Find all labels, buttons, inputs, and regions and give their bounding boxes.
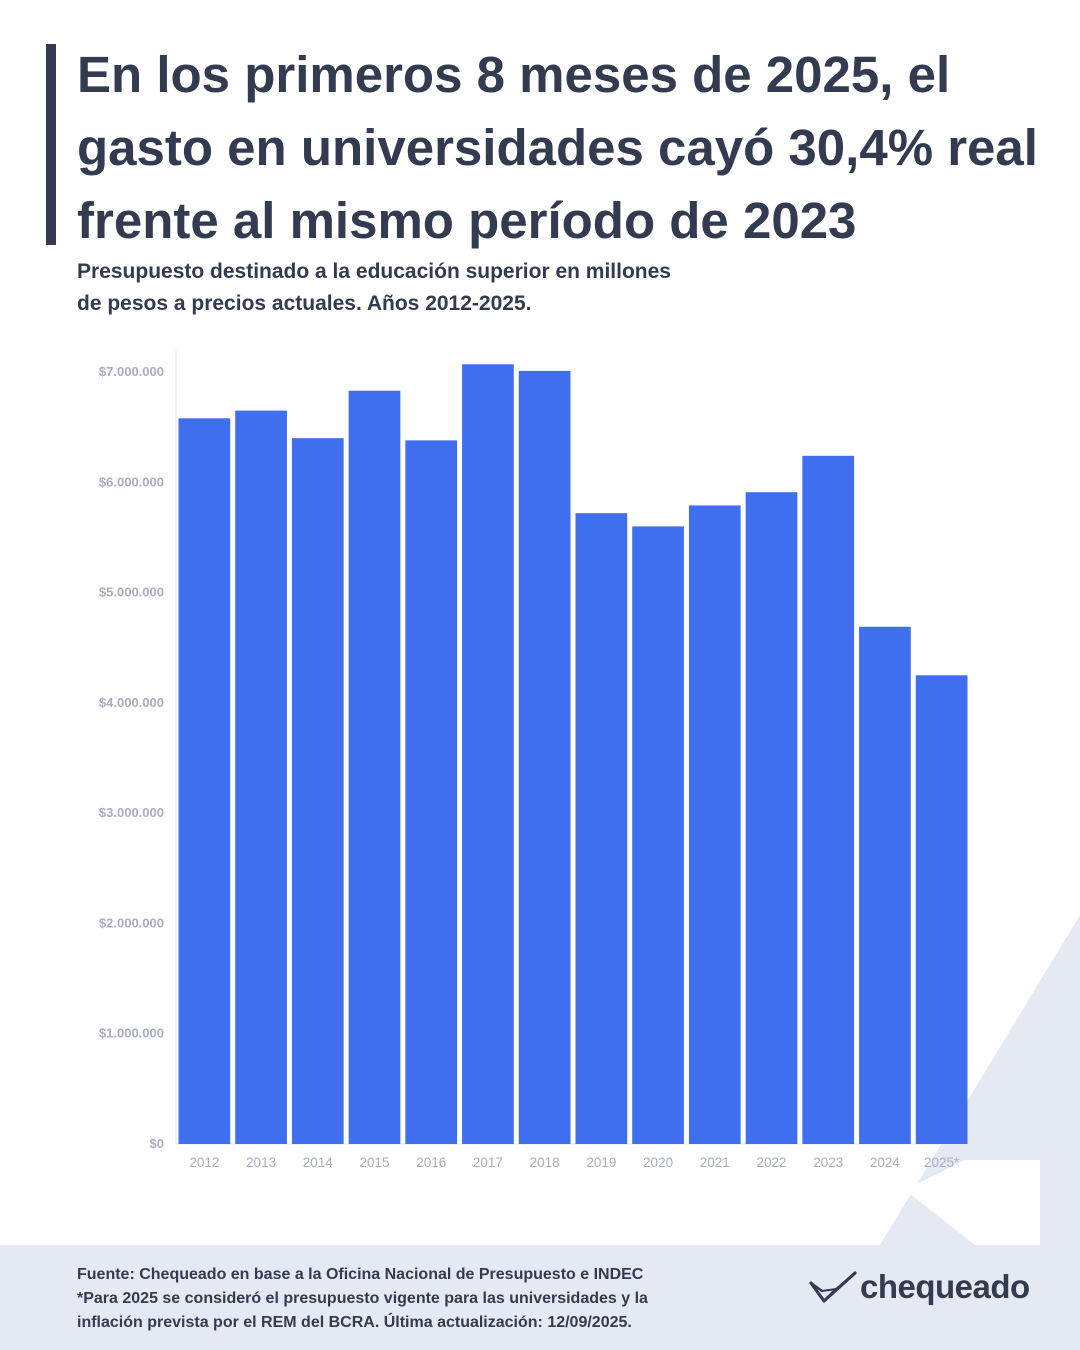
page-title: En los primeros 8 meses de 2025, el gast… (77, 46, 1038, 249)
y-tick-label: $1.000.000 (99, 1026, 164, 1041)
bar (745, 492, 798, 1144)
y-tick-label: $4.000.000 (99, 695, 164, 710)
x-tick-label: 2012 (189, 1155, 219, 1170)
bar (462, 364, 514, 1144)
x-tick-label: 2021 (700, 1155, 730, 1170)
bar (575, 513, 628, 1144)
x-tick-label: 2013 (246, 1155, 276, 1170)
source-note: Fuente: Chequeado en base a la Oficina N… (77, 1263, 767, 1335)
source-line-3: inflación prevista por el REM del BCRA. … (77, 1314, 632, 1331)
y-tick-label: $0 (150, 1136, 164, 1151)
bar (405, 440, 458, 1144)
logo-text: chequeado (860, 1268, 1030, 1305)
x-tick-label: 2019 (586, 1155, 616, 1170)
y-tick-label: $5.000.000 (99, 585, 164, 600)
x-tick-label: 2014 (303, 1155, 334, 1170)
y-tick-label: $3.000.000 (99, 805, 164, 820)
subtitle-line-1: Presupuesto destinado a la educación sup… (77, 260, 671, 283)
bar (291, 438, 344, 1145)
y-tick-label: $7.000.000 (99, 364, 164, 379)
x-tick-label: 2025* (924, 1155, 960, 1170)
bar (915, 675, 968, 1144)
x-tick-label: 2024 (870, 1155, 901, 1170)
bar (348, 390, 401, 1145)
x-tick-label: 2016 (416, 1155, 446, 1170)
x-tick-label: 2023 (813, 1155, 843, 1170)
title-accent-bar (46, 44, 56, 245)
x-tick-label: 2020 (643, 1155, 673, 1170)
y-tick-label: $2.000.000 (99, 915, 164, 930)
bar (178, 418, 231, 1144)
chart-subtitle: Presupuesto destinado a la educación sup… (77, 256, 737, 320)
x-tick-label: 2018 (530, 1155, 560, 1170)
x-tick-label: 2015 (359, 1155, 389, 1170)
bar (632, 526, 684, 1144)
subtitle-line-2: de pesos a precios actuales. Años 2012-2… (77, 292, 532, 315)
x-tick-label: 2017 (473, 1155, 503, 1170)
bar (802, 455, 855, 1144)
chequeado-logo: chequeado (808, 1265, 1030, 1309)
x-tick-label: 2022 (756, 1155, 786, 1170)
bar (859, 626, 911, 1144)
bar (518, 370, 571, 1144)
bar (688, 505, 741, 1145)
check-mark-icon (809, 1271, 857, 1303)
source-line-1: Fuente: Chequeado en base a la Oficina N… (77, 1266, 644, 1283)
source-line-2: *Para 2025 se consideró el presupuesto v… (77, 1290, 648, 1307)
y-tick-label: $6.000.000 (99, 474, 164, 489)
bar (235, 410, 287, 1145)
footer: Fuente: Chequeado en base a la Oficina N… (0, 1245, 1080, 1350)
